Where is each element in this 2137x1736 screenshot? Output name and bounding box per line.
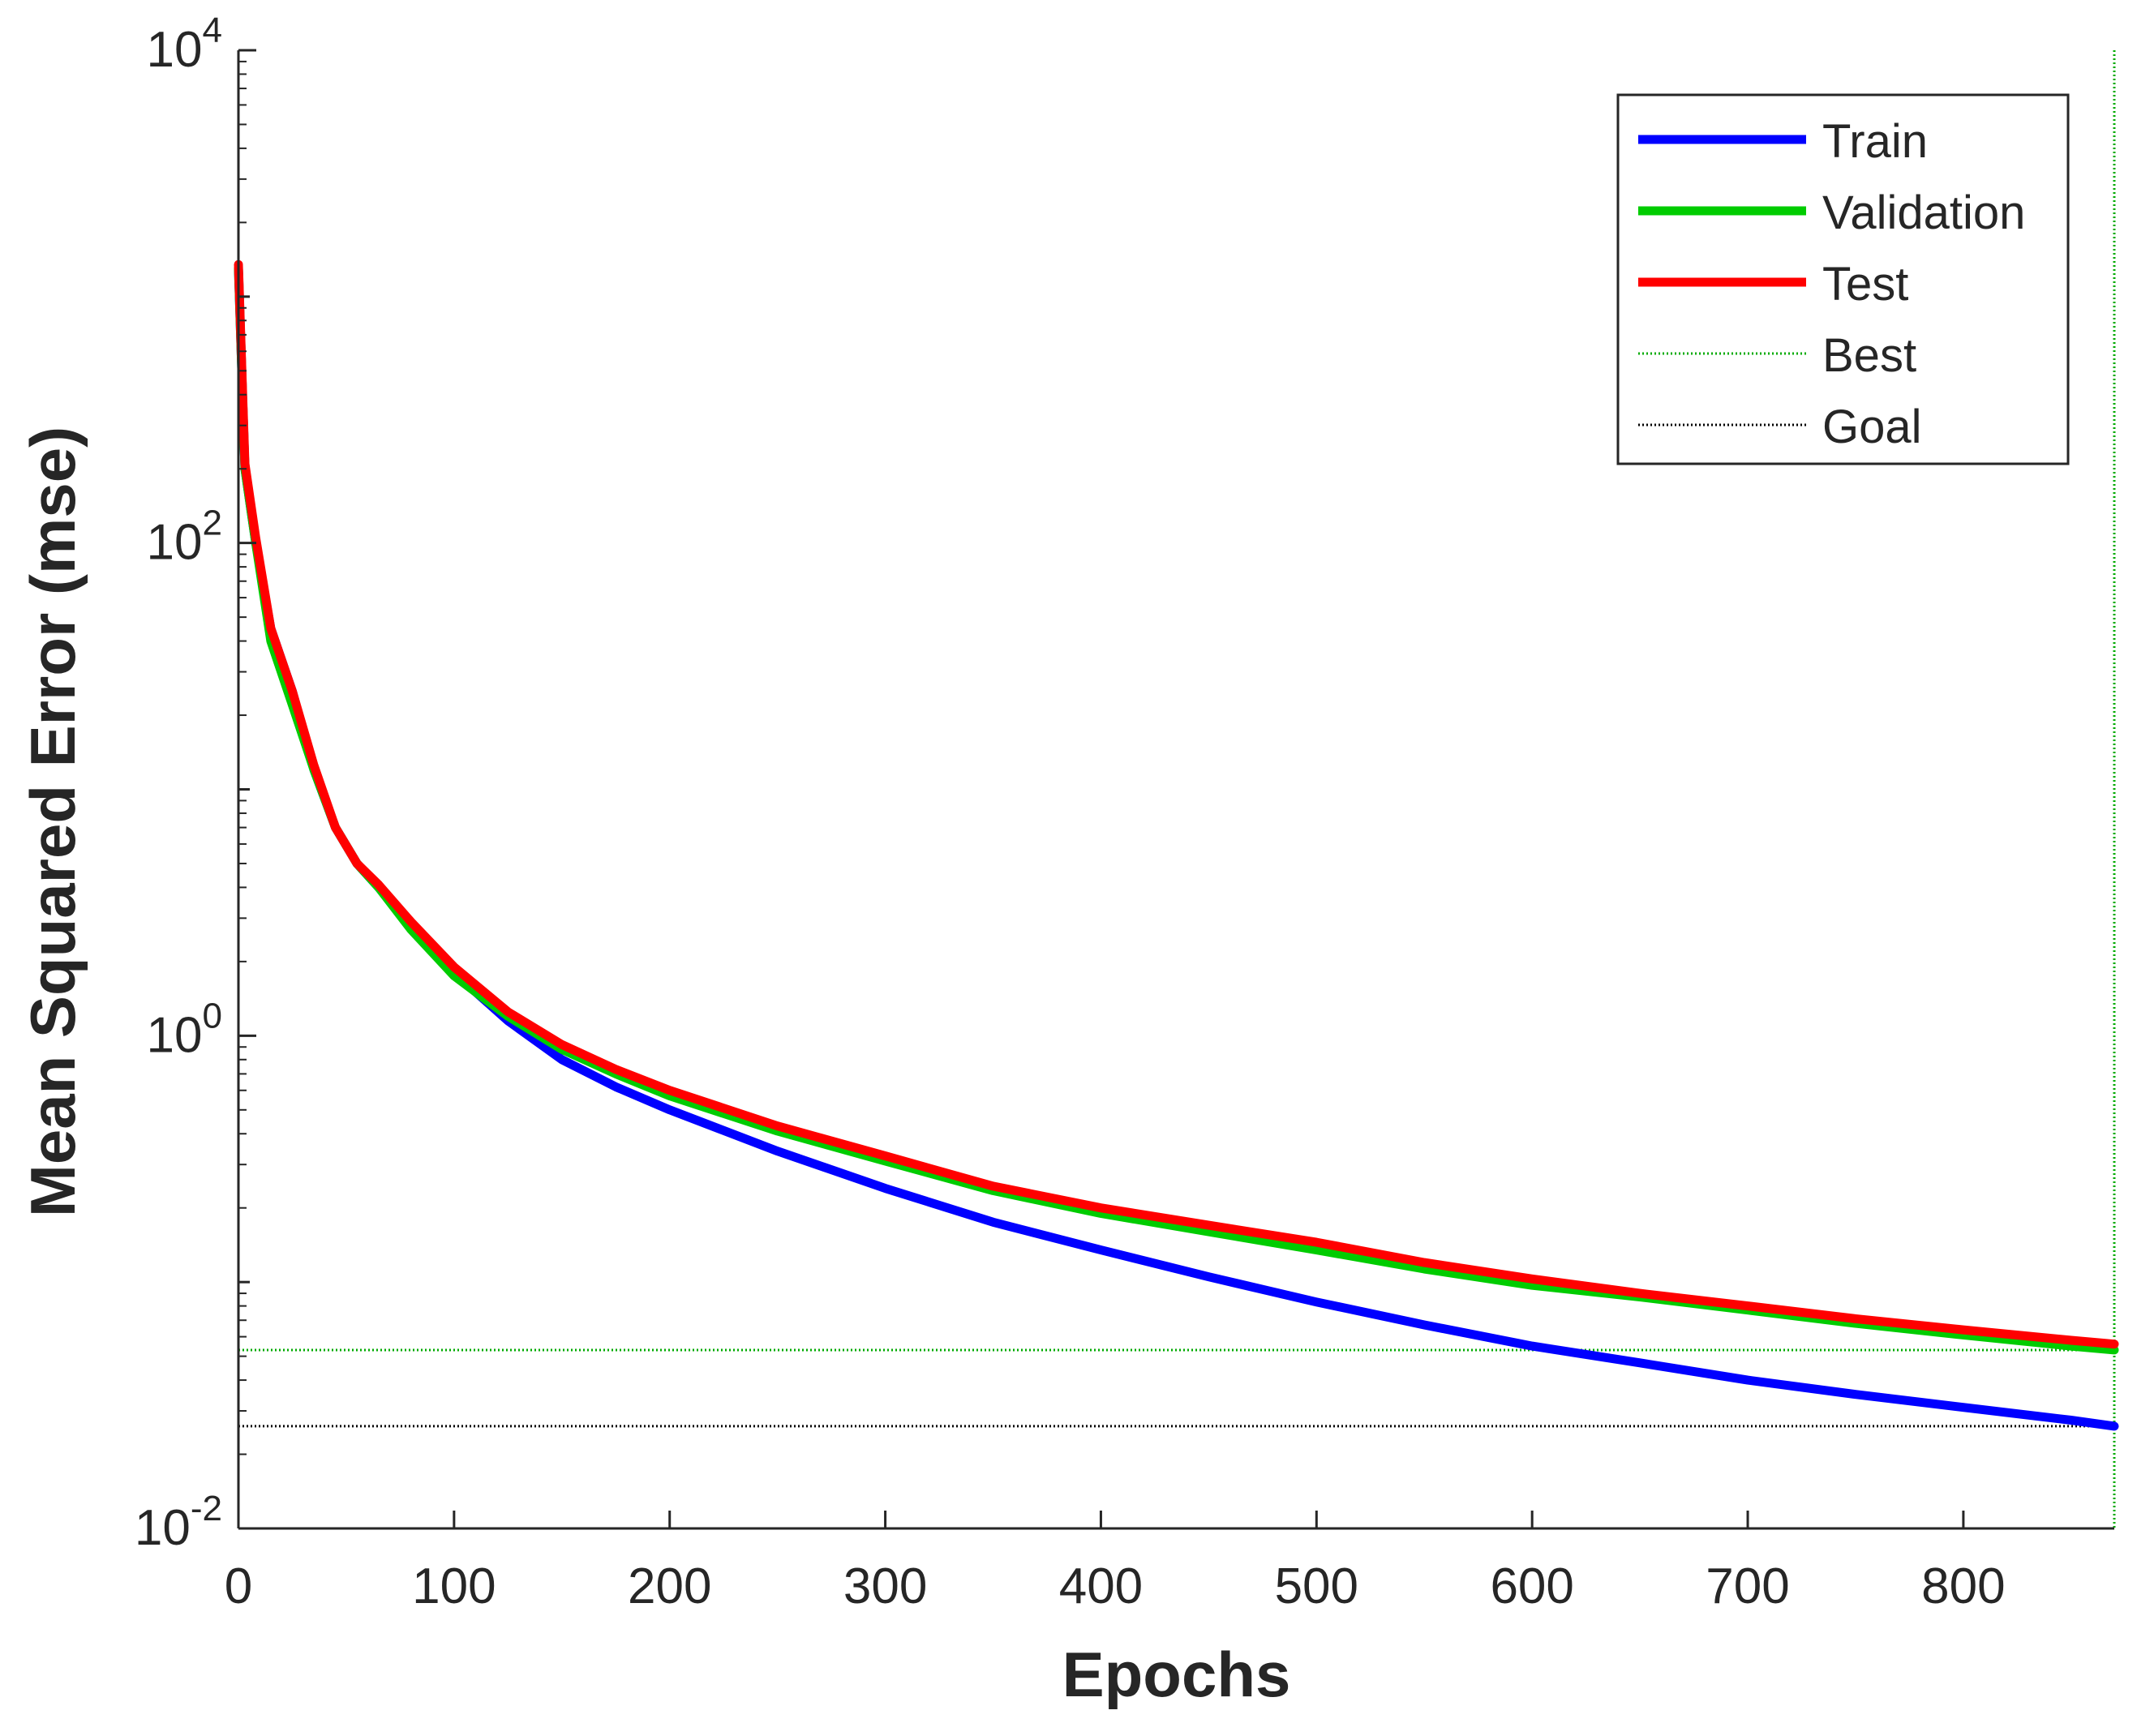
x-tick-label: 200 xyxy=(628,1558,711,1614)
x-tick-label: 700 xyxy=(1706,1558,1789,1614)
legend: Train Validation Test Best Goal xyxy=(1616,93,2070,465)
x-tick-label: 600 xyxy=(1490,1558,1573,1614)
x-tick-label: 300 xyxy=(843,1558,927,1614)
series-lines xyxy=(234,259,2119,1431)
legend-label-best: Best xyxy=(1822,329,1916,382)
y-tick-label: 10-2 xyxy=(135,1489,222,1556)
y-tick-label: 104 xyxy=(147,11,222,78)
x-axis-ticks: 0 100 200 300 400 500 600 700 800 xyxy=(225,1511,2006,1614)
legend-label-goal: Goal xyxy=(1822,401,1922,453)
legend-label-validation: Validation xyxy=(1822,186,2025,239)
y-axis-ticks: 10-2 100 102 104 xyxy=(135,11,256,1556)
series-line-test xyxy=(234,259,2119,1349)
x-tick-label: 500 xyxy=(1275,1558,1358,1614)
legend-label-train: Train xyxy=(1822,115,1928,168)
reference-lines xyxy=(238,50,2116,1528)
legend-label-test: Test xyxy=(1822,258,1908,311)
y-axis-title: Mean Squared Error (mse) xyxy=(17,426,88,1217)
x-tick-label: 400 xyxy=(1059,1558,1143,1614)
x-axis-title: Epochs xyxy=(1062,1639,1291,1710)
x-tick-label: 800 xyxy=(1921,1558,2005,1614)
y-tick-label: 100 xyxy=(147,996,222,1063)
y-tick-label: 102 xyxy=(147,504,222,571)
x-tick-label: 0 xyxy=(225,1558,252,1614)
x-tick-label: 100 xyxy=(412,1558,496,1614)
